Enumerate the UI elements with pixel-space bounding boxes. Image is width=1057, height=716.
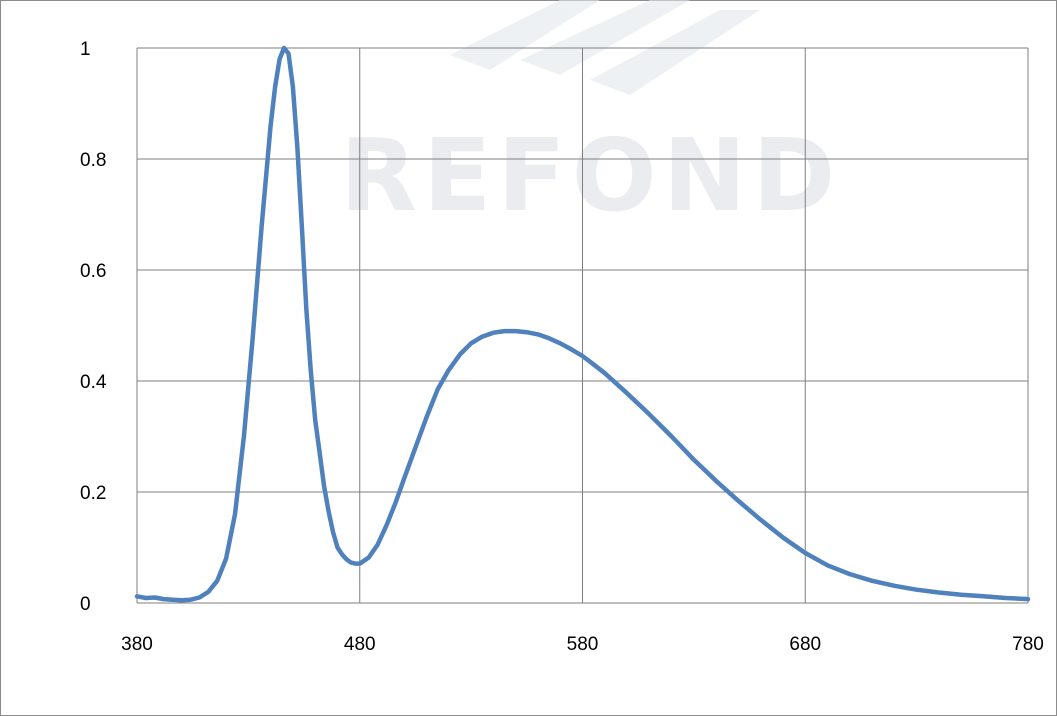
watermark-text: REFOND <box>340 117 841 234</box>
watermark-stripe <box>450 0 600 70</box>
spectrum-line <box>134 45 1031 603</box>
series-group <box>134 45 1031 603</box>
x-tick-label: 680 <box>789 634 821 655</box>
y-axis-ticks: 0 0.2 0.4 0.6 0.8 1 <box>80 39 107 615</box>
x-tick-label: 580 <box>567 634 599 655</box>
x-tick-label: 380 <box>121 634 153 655</box>
grid <box>136 47 1029 604</box>
y-tick-label: 0.8 <box>80 150 106 171</box>
y-tick-label: 0 <box>80 594 91 615</box>
y-tick-label: 0.2 <box>80 483 106 504</box>
y-tick-label: 0.6 <box>80 261 106 282</box>
y-tick-label: 1 <box>80 39 91 60</box>
watermark-stripe <box>590 10 760 95</box>
watermark-logo: REFOND <box>340 0 841 234</box>
y-tick-label: 0.4 <box>80 372 107 393</box>
watermark-stripe <box>520 0 690 75</box>
x-axis-ticks: 380 480 580 680 780 <box>121 634 1044 655</box>
x-tick-label: 780 <box>1012 634 1044 655</box>
x-tick-label: 480 <box>344 634 376 655</box>
